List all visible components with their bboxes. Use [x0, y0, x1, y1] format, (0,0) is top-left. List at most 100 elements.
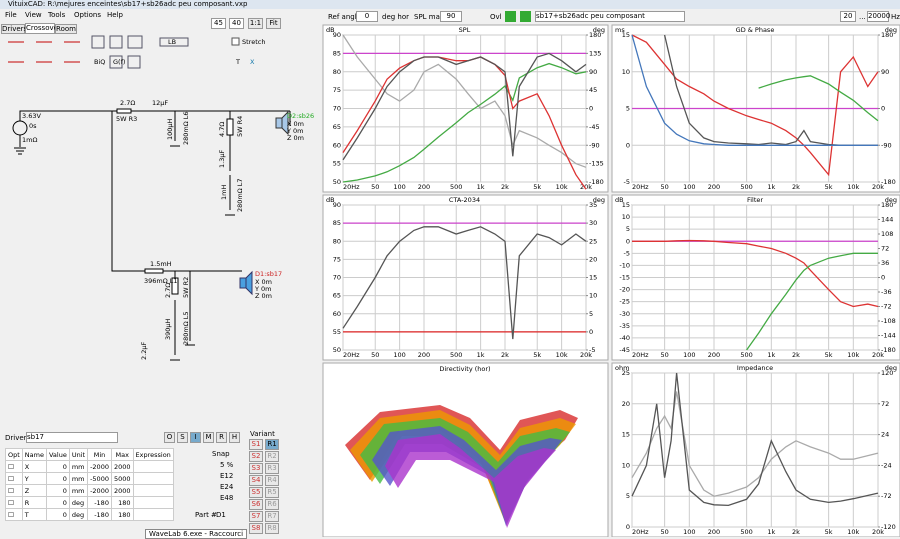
menu-item[interactable]: File	[5, 11, 17, 19]
tab[interactable]: Drivers	[1, 24, 28, 34]
input[interactable]: 90	[440, 11, 462, 22]
x-tick-label: 2k	[792, 351, 800, 359]
variant-btn[interactable]: S7	[249, 511, 263, 522]
window-title: VituixCAD: R:\mejures enceintes\sb17+sb2…	[8, 0, 248, 8]
label: 2.7Ω	[164, 283, 172, 298]
variant-btn[interactable]: R2	[265, 451, 279, 462]
variant-btn[interactable]: R5	[265, 487, 279, 498]
zoom-ratio[interactable]: 1:1	[248, 18, 263, 29]
toolbar-label[interactable]: X	[250, 58, 255, 66]
label[interactable]: SPL max	[414, 13, 445, 21]
y-tick-label: 0	[626, 141, 630, 149]
menu-item[interactable]: Help	[107, 11, 123, 19]
variant-btn[interactable]: S3	[249, 463, 263, 474]
y2-axis-label: deg	[593, 196, 605, 204]
y-tick-label: 50	[333, 178, 341, 186]
variant-btn[interactable]: R8	[265, 523, 279, 534]
y-tick-label: 65	[333, 123, 341, 131]
variant-btn[interactable]: S6	[249, 499, 263, 510]
label: 3.63V	[22, 112, 41, 120]
variant-btn[interactable]: S5	[249, 487, 263, 498]
snap-option[interactable]: 5 %	[220, 461, 234, 469]
toolbar-label[interactable]: T	[235, 58, 240, 66]
y2-tick-label: 90	[881, 68, 889, 76]
series-line	[342, 62, 587, 183]
y-tick-label: 0	[626, 237, 630, 245]
label: 1mH	[220, 185, 228, 200]
toolbar-label[interactable]: G(f)	[113, 58, 125, 66]
zoom-fit[interactable]: Fit	[266, 18, 281, 29]
y2-tick-label: 5	[589, 310, 593, 318]
x-tick-label: 100	[683, 183, 695, 191]
add-btn[interactable]	[505, 11, 516, 22]
y-tick-label: -5	[624, 178, 630, 186]
y-tick-label: 25	[622, 369, 630, 377]
input[interactable]: 20000	[867, 11, 891, 22]
mode-btn[interactable]: I	[190, 432, 201, 443]
x-tick-label: 10k	[556, 183, 568, 191]
toolbar-label[interactable]: Stretch	[242, 38, 265, 46]
row: ☐ X 0 mm -2000 2000	[5, 460, 174, 473]
remove-btn[interactable]	[520, 11, 531, 22]
label: deg hor	[382, 13, 410, 21]
label: 1.5mH	[150, 260, 172, 268]
x-tick-label: 2k	[792, 183, 800, 191]
variant-btn[interactable]: S4	[249, 475, 263, 486]
y-axis-label: dB	[326, 26, 335, 34]
menu-item[interactable]: View	[25, 11, 42, 19]
variant-btn[interactable]: S8	[249, 523, 263, 534]
series-line	[631, 34, 879, 177]
y2-tick-label: -90	[881, 141, 892, 149]
y2-tick-label: 45	[589, 86, 597, 94]
input[interactable]: 0	[356, 11, 378, 22]
y-tick-label: -15	[619, 274, 630, 282]
x-tick-label: 500	[740, 528, 752, 536]
mode-btn[interactable]: S	[177, 432, 188, 443]
x-tick-label: 50	[660, 528, 668, 536]
snap-option[interactable]: E48	[220, 494, 234, 502]
tab[interactable]: Room	[55, 24, 77, 34]
variant-btn[interactable]: R1	[265, 439, 279, 450]
mode-btn[interactable]: H	[229, 432, 240, 443]
y-tick-label: 50	[333, 346, 341, 354]
label: 1.3µF	[218, 150, 226, 168]
y2-tick-label: 120	[881, 369, 893, 377]
y2-tick-label: 144	[881, 216, 893, 224]
x-tick-label: 200	[708, 528, 720, 536]
driver-select[interactable]: sb17	[26, 432, 118, 443]
y-tick-label: 75	[333, 86, 341, 94]
zoom-h[interactable]: 40	[229, 18, 244, 29]
y-tick-label: 85	[333, 49, 341, 57]
tab[interactable]: Crossover	[25, 23, 61, 34]
y2-tick-label: 24	[881, 431, 889, 439]
checkbox[interactable]: ☐	[5, 508, 23, 521]
input[interactable]: 20	[840, 11, 856, 22]
snap-option[interactable]: E12	[220, 472, 234, 480]
label[interactable]: Ovl	[490, 13, 502, 21]
variant-btn[interactable]: S1	[249, 439, 263, 450]
mode-btn[interactable]: R	[216, 432, 227, 443]
variant-btn[interactable]: R4	[265, 475, 279, 486]
variant-btn[interactable]: R6	[265, 499, 279, 510]
snap-option[interactable]: E24	[220, 483, 234, 491]
toolbar-label[interactable]: LB	[168, 38, 176, 46]
variant-btn[interactable]: S2	[249, 451, 263, 462]
y2-tick-label: 0	[589, 105, 593, 113]
variant-btn[interactable]: R3	[265, 463, 279, 474]
file-select[interactable]: sb17+sb26adc peu composant	[535, 11, 685, 22]
zoom-w[interactable]: 45	[211, 18, 226, 29]
variant-btn[interactable]: R7	[265, 511, 279, 522]
toolbar-label[interactable]: BiQ	[94, 58, 105, 66]
mode-btn[interactable]: O	[164, 432, 175, 443]
menu-item[interactable]: Options	[74, 11, 102, 19]
y-tick-label: 60	[333, 141, 341, 149]
y2-tick-label: 15	[589, 274, 597, 282]
label: 390µH	[164, 318, 172, 340]
y-tick-label: 5	[626, 225, 630, 233]
menu-item[interactable]: Tools	[48, 11, 66, 19]
mode-btn[interactable]: M	[203, 432, 214, 443]
y2-tick-label: -180	[881, 178, 896, 186]
x-tick-label: 10k	[847, 183, 859, 191]
x-tick-label: 1k	[477, 183, 485, 191]
y2-tick-label: 72	[881, 400, 889, 408]
